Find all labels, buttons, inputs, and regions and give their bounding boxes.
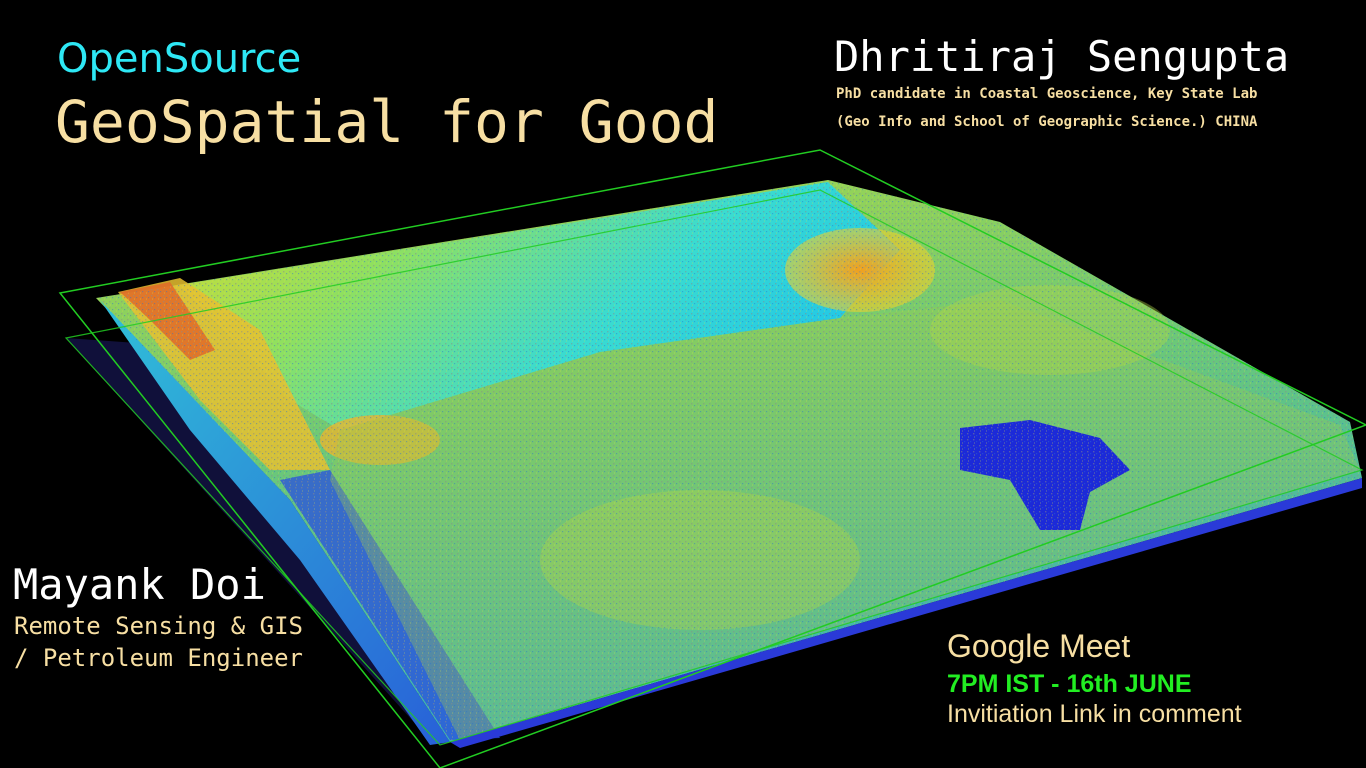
secondary-speaker-name: Mayank Doi — [13, 560, 266, 609]
primary-speaker-name: Dhritiraj Sengupta — [834, 32, 1290, 81]
secondary-speaker-role-line1: Remote Sensing & GIS — [14, 612, 303, 640]
event-invitation-note: Invitiation Link in comment — [947, 700, 1242, 728]
event-platform: Google Meet — [947, 628, 1131, 664]
primary-speaker-affiliation-line1: PhD candidate in Coastal Geoscience, Key… — [836, 86, 1258, 102]
main-title: GeoSpatial for Good — [55, 88, 719, 156]
secondary-speaker-role-line2: / Petroleum Engineer — [14, 644, 303, 672]
event-time: 7PM IST - 16th JUNE — [947, 670, 1192, 698]
primary-speaker-affiliation-line2: (Geo Info and School of Geographic Scien… — [836, 114, 1258, 130]
kicker-title: OpenSource — [57, 36, 302, 82]
